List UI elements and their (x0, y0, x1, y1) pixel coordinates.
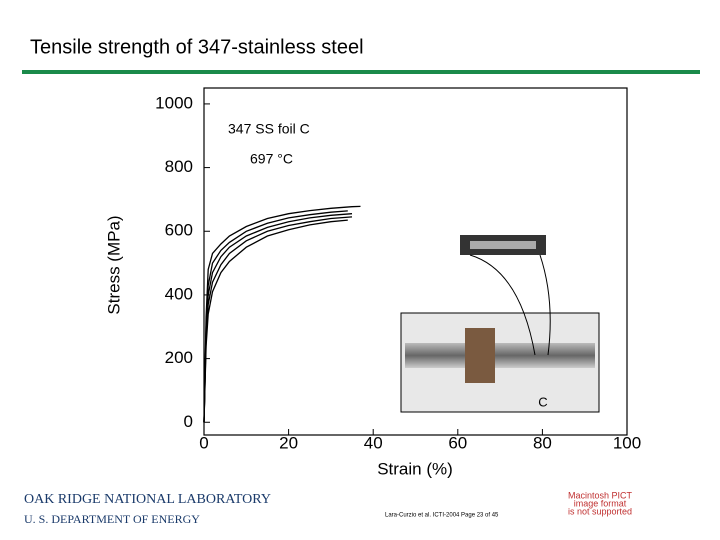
connector (469, 254, 551, 356)
specimen-foil (470, 241, 536, 249)
inset: C (400, 235, 600, 413)
x-tick-label: 60 (448, 433, 467, 452)
x-tick-label: 40 (364, 433, 383, 452)
inset-label: C (538, 394, 547, 409)
stress-strain-curve (203, 219, 348, 423)
stress-strain-curve (203, 216, 353, 423)
stress-strain-curve (203, 210, 348, 423)
y-axis-label: Stress (MPa) (104, 215, 123, 314)
stress-strain-curve (203, 213, 353, 423)
x-tick-label: 80 (533, 433, 552, 452)
y-tick-label: 400 (165, 284, 193, 303)
annotation: 347 SS foil C (228, 121, 310, 137)
photo-rod (405, 343, 595, 368)
pict-notice: is not supported (568, 506, 632, 516)
citation: Lara-Curzio et al. ICTI-2004 Page 23 of … (385, 513, 499, 519)
photo-hub (465, 328, 495, 383)
y-tick-label: 200 (165, 348, 193, 367)
y-tick-label: 600 (165, 221, 193, 240)
pict-notice: Macintosh PICT (568, 490, 633, 500)
plot-frame (203, 87, 628, 436)
pict-notice: image format (574, 498, 627, 508)
x-tick-label: 20 (279, 433, 298, 452)
annotation: 697 °C (250, 151, 293, 167)
org-line: OAK RIDGE NATIONAL LABORATORY (24, 492, 271, 507)
x-tick-label: 100 (613, 433, 641, 452)
y-tick-label: 0 (184, 412, 193, 431)
y-tick-label: 1000 (155, 93, 193, 112)
org-line: U. S. DEPARTMENT OF ENERGY (24, 512, 200, 526)
x-axis-label: Strain (%) (377, 459, 453, 478)
slide-title: Tensile strength of 347-stainless steel (30, 36, 364, 58)
stress-strain-curve (203, 205, 361, 423)
x-tick-label: 0 (199, 433, 208, 452)
y-tick-label: 800 (165, 157, 193, 176)
